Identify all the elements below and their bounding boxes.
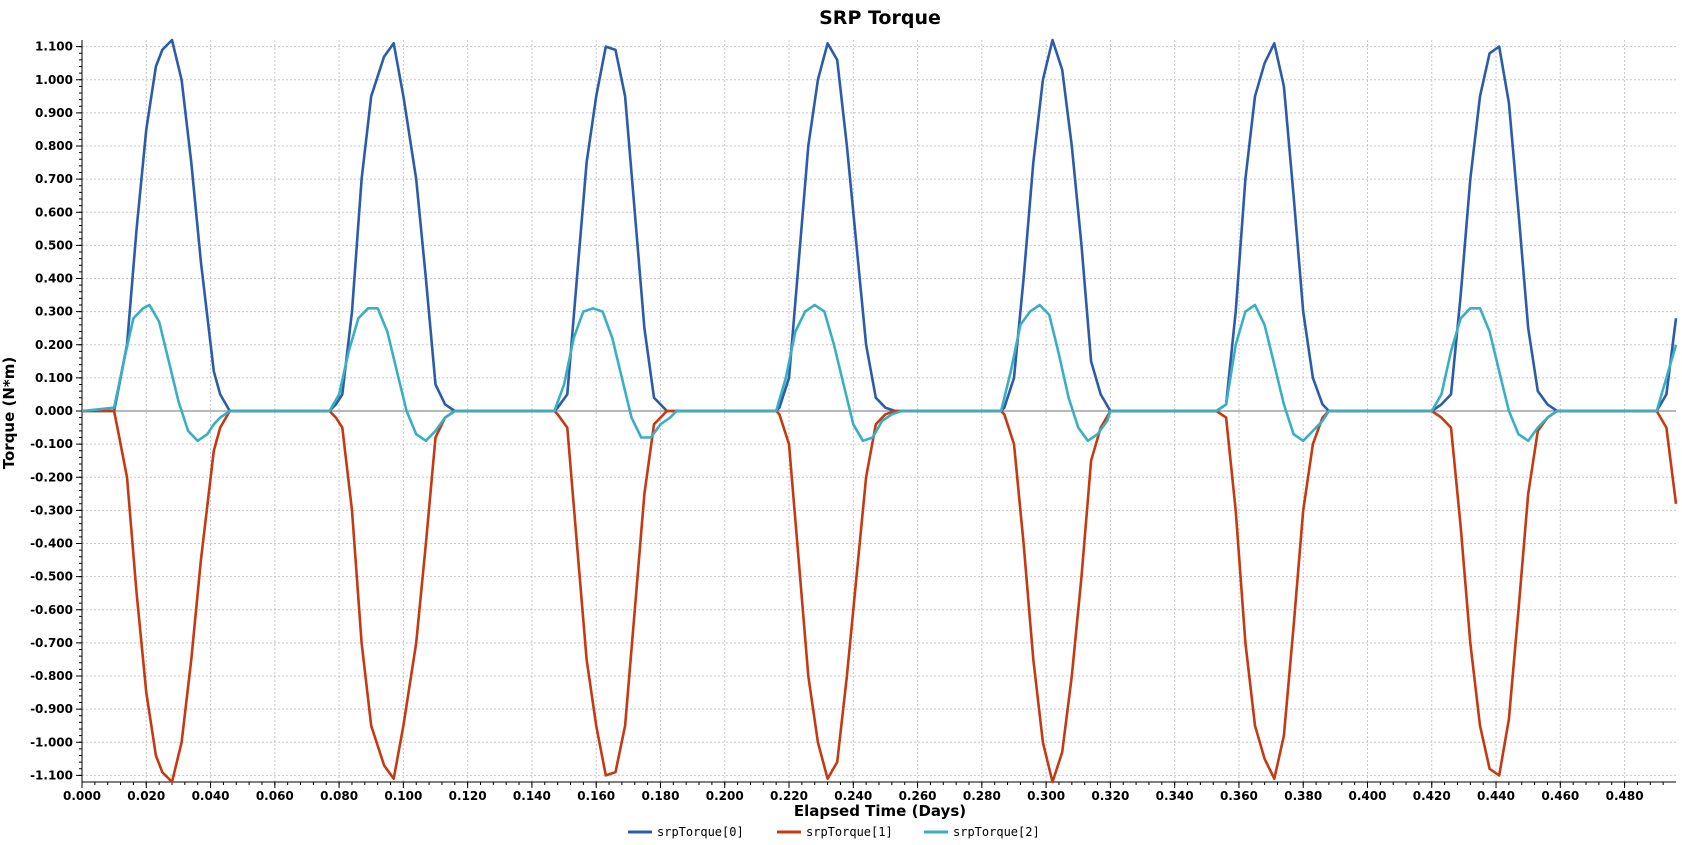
y-tick-label: -0.400 (30, 537, 73, 551)
x-tick-label: 0.300 (1027, 789, 1065, 803)
x-tick-label: 0.460 (1541, 789, 1579, 803)
x-tick-label: 0.160 (577, 789, 615, 803)
y-tick-label: -1.100 (30, 768, 73, 782)
y-tick-label: 1.000 (35, 73, 73, 87)
legend-label-0: srpTorque[0] (657, 825, 744, 839)
y-tick-label: -0.500 (30, 570, 73, 584)
y-tick-label: 0.200 (35, 338, 73, 352)
x-tick-label: 0.060 (256, 789, 294, 803)
y-tick-label: 0.400 (35, 272, 73, 286)
y-tick-label: -0.700 (30, 636, 73, 650)
legend-label-1: srpTorque[1] (806, 825, 893, 839)
x-tick-label: 0.440 (1477, 789, 1515, 803)
y-tick-label: -0.100 (30, 437, 73, 451)
y-tick-label: 0.800 (35, 139, 73, 153)
y-tick-label: -0.200 (30, 470, 73, 484)
legend: srpTorque[0] srpTorque[1] srpTorque[2] (628, 825, 1040, 839)
y-tick-label: 0.100 (35, 371, 73, 385)
y-tick-label: -1.000 (30, 735, 73, 749)
x-tick-label: 0.480 (1606, 789, 1644, 803)
x-tick-label: 0.040 (192, 789, 230, 803)
x-tick-label: 0.080 (320, 789, 358, 803)
x-tick-label: 0.280 (963, 789, 1001, 803)
y-tick-label: 1.100 (35, 40, 73, 54)
x-tick-label: 0.340 (1156, 789, 1194, 803)
x-tick-label: 0.180 (641, 789, 679, 803)
y-tick-label: -0.800 (30, 669, 73, 683)
x-tick-labels: 0.000 0.020 0.040 0.060 0.080 0.100 0.120 0.140… (63, 789, 1644, 803)
x-tick-label: 0.020 (127, 789, 165, 803)
x-tick-label: 0.420 (1413, 789, 1451, 803)
x-tick-label: 0.320 (1091, 789, 1129, 803)
y-tick-labels: 1.100 1.000 0.900 0.800 0.700 0.600 0.500 0.400… (30, 40, 73, 783)
y-tick-label: 0.500 (35, 238, 73, 252)
x-tick-label: 0.140 (513, 789, 551, 803)
y-tick-label: -0.900 (30, 702, 73, 716)
y-tick-label: 0.000 (35, 404, 73, 418)
grid-lines (81, 40, 1676, 782)
x-tick-label: 0.200 (706, 789, 744, 803)
x-tick-label: 0.360 (1220, 789, 1258, 803)
series-lines (81, 38, 1678, 784)
x-axis-label: Elapsed Time (Days) (794, 802, 966, 820)
series-line-0 (82, 38, 1678, 413)
series-line-2 (81, 303, 1678, 443)
x-tick-label: 0.220 (770, 789, 808, 803)
x-tick-label: 0.400 (1348, 789, 1386, 803)
x-tick-label: 0.120 (449, 789, 487, 803)
x-tick-label: 0.100 (384, 789, 422, 803)
x-tick-label: 0.000 (63, 789, 101, 803)
y-tick-label: -0.300 (30, 503, 73, 517)
legend-label-2: srpTorque[2] (953, 825, 1040, 839)
x-tick-label: 0.260 (899, 789, 937, 803)
x-tick-label: 0.240 (834, 789, 872, 803)
y-tick-label: -0.600 (30, 603, 73, 617)
y-axis-label: Torque (N*m) (0, 357, 18, 470)
x-tick-label: 0.380 (1284, 789, 1322, 803)
series-line-1 (82, 409, 1678, 784)
y-tick-label: 0.600 (35, 205, 73, 219)
chart-title: SRP Torque (819, 7, 941, 29)
axes (76, 40, 1676, 788)
y-tick-label: 0.900 (35, 106, 73, 120)
y-tick-label: 0.300 (35, 305, 73, 319)
y-tick-label: 0.700 (35, 172, 73, 186)
